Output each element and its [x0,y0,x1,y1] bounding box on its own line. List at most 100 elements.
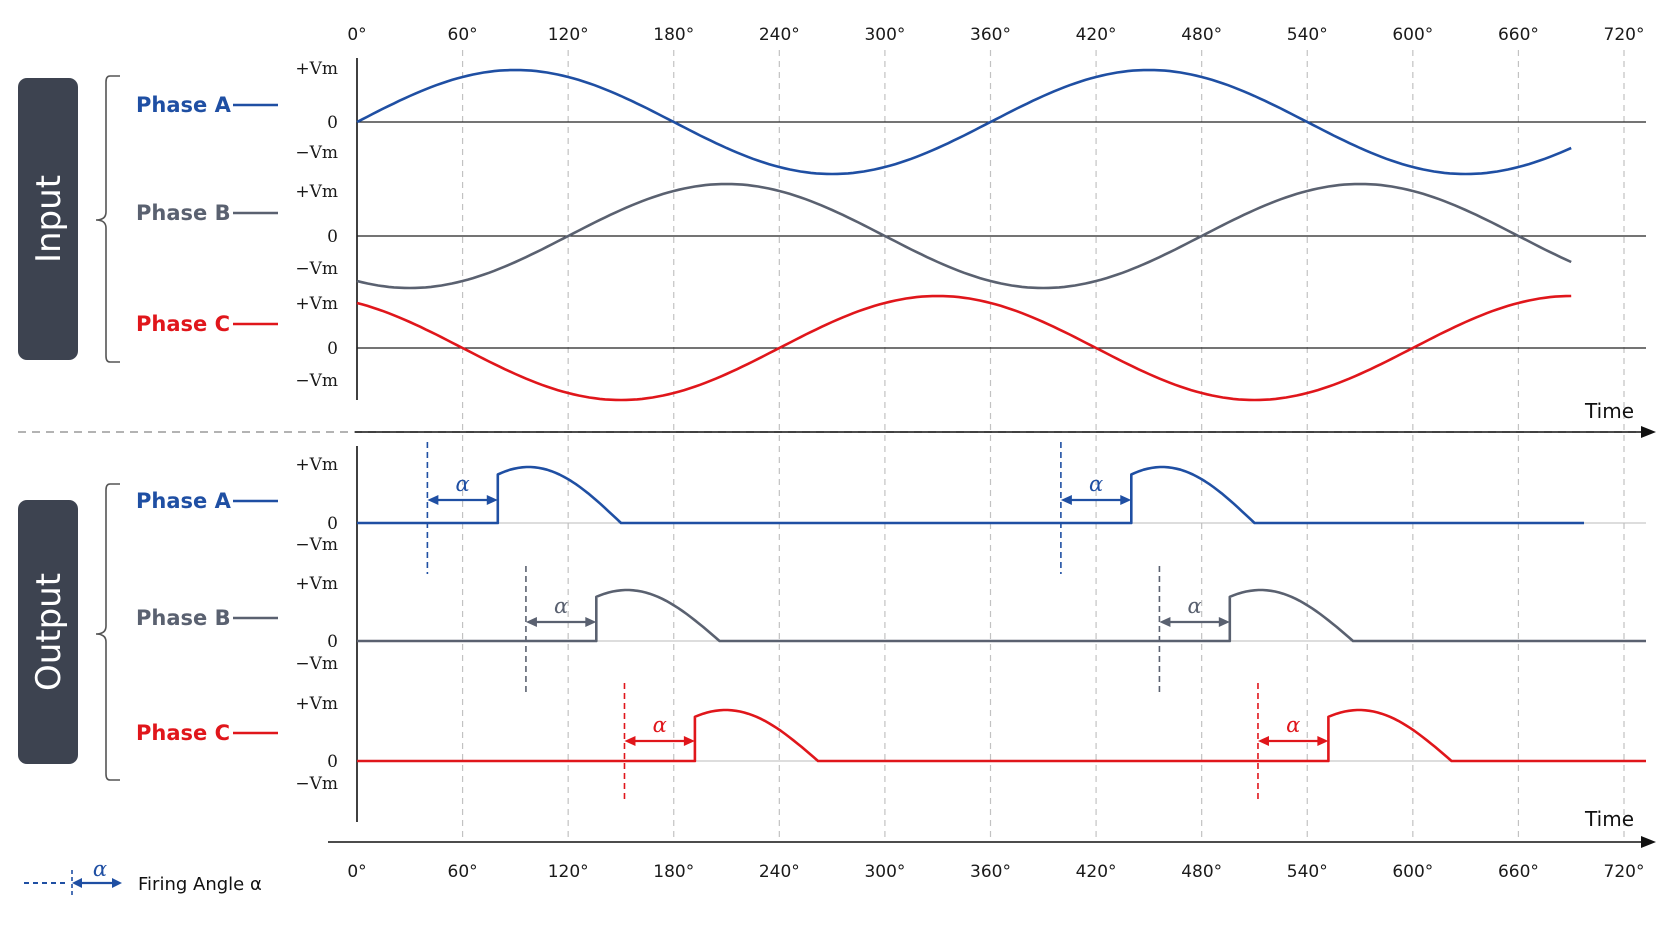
voltage-level-label: +Vm [295,59,338,79]
output-time-label: Time [1584,807,1634,831]
bottom-degree-axis: 0° 60° 120° 180° 240° 300° 360° 420° 480° 540° 600… [347,862,1644,882]
degree-tick-label: 240° [759,25,800,45]
firing-angle-arrowhead [683,736,695,746]
firing-angle-arrowhead [624,736,636,746]
firing-angle-alpha-label: α [554,594,568,618]
voltage-level-label: 0 [327,632,338,652]
voltage-level-label: +Vm [295,574,338,594]
voltage-level-label: 0 [327,514,338,534]
firing-angle-arrowhead [1120,495,1132,505]
degree-tick-label: 480° [1181,25,1222,45]
voltage-level-label: +Vm [295,694,338,714]
output-section-panel: Output [18,500,78,764]
output-waveform-phase-a [357,465,1584,525]
firing-angle-arrowhead [486,495,498,505]
voltage-level-label: +Vm [295,294,338,314]
degree-tick-label: 660° [1498,862,1539,882]
output-waveform-phase-b [357,588,1646,643]
firing-angle-arrowhead [525,617,537,627]
output-time-axis: Time [328,807,1656,848]
degree-tick-label: 720° [1604,862,1645,882]
degree-tick-label: 0° [347,25,366,45]
grid-lines [356,50,1646,838]
output-waveforms: α α α α α α [357,442,1646,802]
degree-tick-label: 540° [1287,862,1328,882]
voltage-level-label: 0 [327,227,338,247]
phase-labels: Phase A Phase B Phase C Phase A Phase B Phase… [136,93,278,745]
degree-tick-label: 420° [1076,25,1117,45]
voltage-level-label: +Vm [295,182,338,202]
voltage-level-label: −Vm [295,535,338,555]
firing-angle-alpha-label: α [653,713,667,737]
legend-arrowhead-left [72,878,82,888]
firing-angle-arrowhead [1257,736,1269,746]
input-time-axis: Time [355,399,1656,438]
phase-name-label: Phase B [136,201,231,225]
phase-name-label: Phase C [136,721,230,745]
degree-tick-label: 300° [864,862,905,882]
degree-tick-label: 420° [1076,862,1117,882]
degree-tick-label: 600° [1392,862,1433,882]
degree-tick-label: 540° [1287,25,1328,45]
voltage-level-label: 0 [327,339,338,359]
firing-angle-alpha-label: α [1286,713,1300,737]
degree-tick-label: 720° [1604,25,1645,45]
output-time-arrowhead [1641,836,1656,848]
input-waveform-phase-b [356,182,1572,290]
firing-angle-alpha-label: α [455,472,469,496]
phase-name-label: Phase A [136,489,232,513]
legend-label: Firing Angle α [138,874,262,895]
output-waveform-phase-c [357,708,1646,763]
input-section-panel: Input [18,78,78,360]
voltage-level-label: 0 [327,752,338,772]
degree-tick-label: 60° [448,25,478,45]
phase-name-label: Phase B [136,606,231,630]
degree-tick-label: 60° [448,862,478,882]
firing-angle-arrowhead [1218,617,1230,627]
input-waveform-phase-a [356,68,1572,176]
degree-tick-label: 120° [548,25,589,45]
input-waveforms [356,68,1572,402]
firing-angle-arrowhead [585,617,597,627]
firing-angle-legend: α Firing Angle α [24,857,262,898]
degree-tick-label: 0° [347,862,366,882]
voltage-level-label: −Vm [295,774,338,794]
firing-angle-arrowhead [427,495,439,505]
level-labels: +Vm0−Vm+Vm0−Vm+Vm0−Vm+Vm0−Vm+Vm0−Vm+Vm0−… [295,59,338,794]
input-time-label: Time [1584,399,1634,423]
degree-tick-label: 660° [1498,25,1539,45]
firing-angle-alpha-label: α [1089,472,1103,496]
firing-angle-arrowhead [1159,617,1171,627]
input-waveform-phase-c [356,294,1572,402]
degree-tick-label: 240° [759,862,800,882]
degree-tick-label: 180° [653,862,694,882]
input-brace [95,75,120,363]
output-brace [95,483,120,781]
voltage-level-label: −Vm [295,654,338,674]
firing-angle-arrowhead [1060,495,1072,505]
voltage-level-label: −Vm [295,371,338,391]
degree-tick-label: 120° [548,862,589,882]
firing-angle-alpha-label: α [1188,594,1202,618]
degree-tick-label: 360° [970,25,1011,45]
output-panel-background [18,500,78,764]
input-time-arrowhead [1641,426,1656,438]
degree-tick-label: 360° [970,862,1011,882]
voltage-level-label: −Vm [295,259,338,279]
voltage-level-label: +Vm [295,455,338,475]
input-panel-background [18,78,78,360]
input-section-label: Input [29,175,69,263]
voltage-level-label: −Vm [295,143,338,163]
legend-alpha-symbol: α [93,857,107,881]
firing-angle-arrowhead [1317,736,1329,746]
degree-tick-label: 480° [1181,862,1222,882]
legend-arrowhead-right [112,878,122,888]
output-section-label: Output [29,573,69,691]
phase-name-label: Phase C [136,312,230,336]
phase-name-label: Phase A [136,93,232,117]
degree-tick-label: 180° [653,25,694,45]
degree-tick-label: 600° [1392,25,1433,45]
voltage-level-label: 0 [327,113,338,133]
degree-tick-label: 300° [864,25,905,45]
